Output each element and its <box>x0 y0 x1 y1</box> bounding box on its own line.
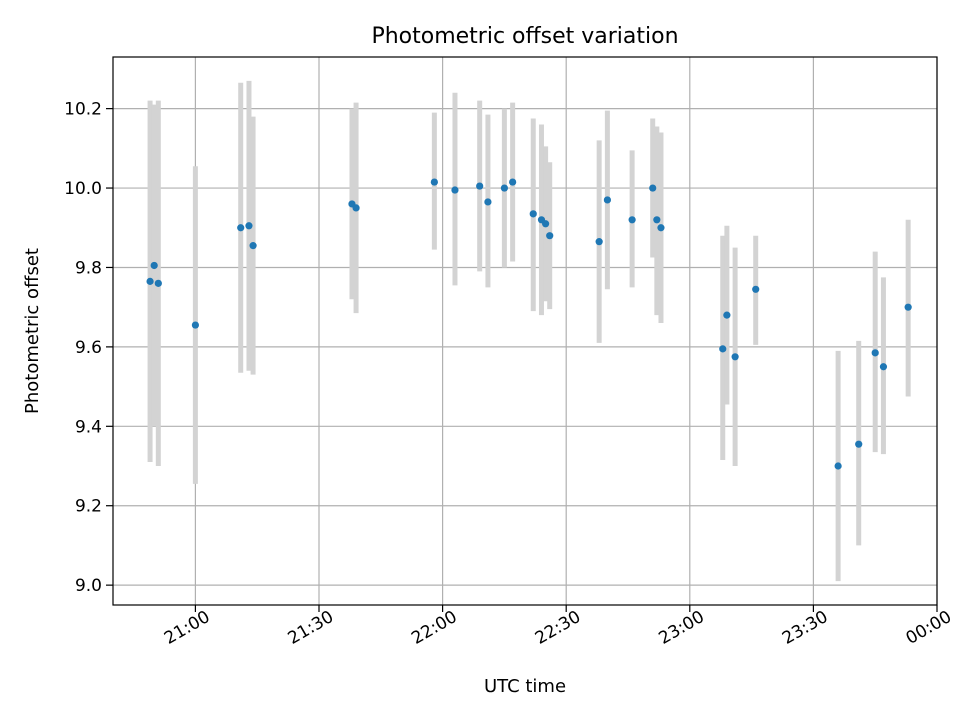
plot-frame <box>112 56 938 606</box>
y-tick-label: 9.8 <box>75 258 102 278</box>
data-point <box>879 363 888 371</box>
data-point <box>529 210 537 218</box>
data-point <box>150 261 158 270</box>
data-point <box>649 184 657 192</box>
x-axis-label: UTC time <box>484 676 566 697</box>
y-tick-label: 9.2 <box>75 497 102 517</box>
data-points <box>146 178 912 470</box>
data-point <box>451 186 459 194</box>
y-axis-label: Photometric offset <box>22 248 43 414</box>
data-point <box>657 224 665 232</box>
data-point <box>653 216 661 224</box>
data-point <box>628 216 636 224</box>
data-point <box>476 182 484 190</box>
data-point <box>603 196 612 204</box>
data-point <box>542 220 550 228</box>
data-point <box>904 303 912 311</box>
data-point <box>245 222 253 230</box>
data-point <box>237 224 245 232</box>
data-point <box>546 232 554 240</box>
data-point <box>871 349 879 357</box>
data-point <box>855 440 863 448</box>
grid <box>113 57 938 605</box>
data-point <box>484 198 492 206</box>
data-point <box>834 462 842 470</box>
y-tick-label: 10.2 <box>64 100 102 120</box>
data-point <box>430 178 438 186</box>
data-point <box>752 285 760 293</box>
data-point <box>723 311 731 319</box>
chart-title: Photometric offset variation <box>371 24 678 49</box>
data-point <box>154 279 162 287</box>
y-tick-label: 9.6 <box>75 338 102 358</box>
y-tick-label: 9.0 <box>75 576 102 596</box>
y-tick-label: 9.4 <box>75 417 102 437</box>
data-point <box>500 184 508 192</box>
data-point <box>595 238 603 246</box>
data-point <box>731 353 739 361</box>
data-point <box>249 242 257 250</box>
data-point <box>352 204 360 212</box>
data-point <box>146 277 154 285</box>
y-tick-label: 10.0 <box>64 179 102 199</box>
data-point <box>719 345 727 353</box>
data-point <box>191 321 199 329</box>
data-point <box>509 178 517 186</box>
